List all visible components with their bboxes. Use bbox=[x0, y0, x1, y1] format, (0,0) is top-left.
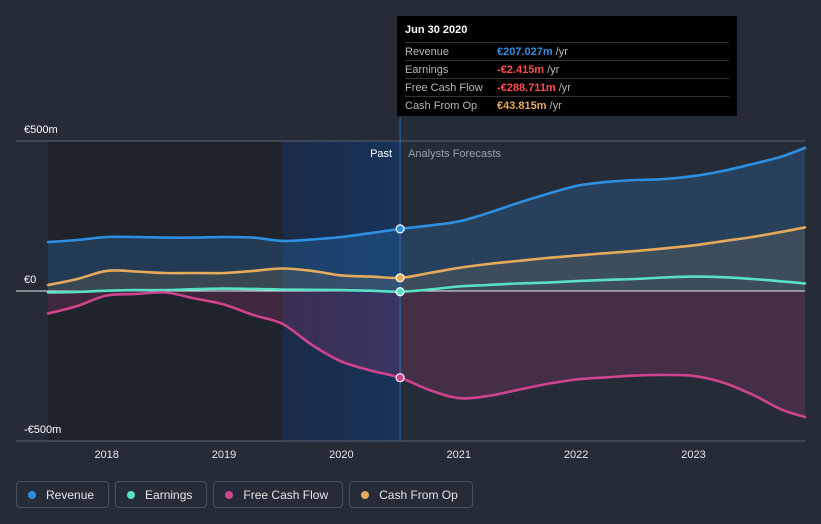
legend-label: Free Cash Flow bbox=[243, 487, 329, 502]
tooltip-row: Cash From Op €43.815m/yr bbox=[405, 96, 729, 114]
tooltip-row-value: -€2.415m bbox=[497, 63, 545, 76]
chart: €500m €0 -€500m 2018 2019 2020 2021 2022 2023 Pas… bbox=[16, 118, 807, 461]
revenue-line bbox=[46, 146, 807, 244]
tooltip-row-label: Cash From Op bbox=[405, 99, 478, 112]
tooltip-row-label: Earnings bbox=[405, 63, 449, 76]
x-tick-label: 2018 bbox=[94, 449, 118, 461]
legend-dot-icon bbox=[361, 490, 370, 499]
tooltip-row-unit: /yr bbox=[558, 81, 571, 94]
cash-from-op-area bbox=[48, 227, 805, 291]
earnings-marker bbox=[395, 287, 405, 297]
cash-from-op-marker bbox=[395, 273, 405, 283]
tooltip-date: Jun 30 2020 bbox=[405, 24, 468, 36]
x-tick-label: 2020 bbox=[329, 449, 353, 461]
legend-label: Cash From Op bbox=[379, 487, 458, 502]
tooltip-row-unit: /yr bbox=[547, 63, 560, 76]
legend-item-free-cash-flow[interactable]: Free Cash Flow bbox=[213, 481, 344, 508]
legend-dot-icon bbox=[225, 490, 234, 499]
past-label: Past bbox=[370, 148, 392, 160]
free-cash-flow-line bbox=[46, 291, 807, 419]
free-cash-flow-marker bbox=[395, 373, 405, 383]
tooltip-row-label: Free Cash Flow bbox=[405, 81, 483, 94]
tooltip-row-value: -€288.711m bbox=[497, 81, 556, 94]
legend-dot-icon bbox=[127, 490, 136, 499]
tooltip-row: Free Cash Flow -€288.711m/yr bbox=[405, 78, 729, 96]
earnings-line bbox=[46, 275, 807, 294]
forecast-label: Analysts Forecasts bbox=[408, 148, 501, 160]
legend-dot-icon bbox=[28, 490, 36, 499]
legend-item-cash-from-op[interactable]: Cash From Op bbox=[349, 481, 473, 508]
revenue-area bbox=[48, 147, 805, 291]
tooltip-row-unit: /yr bbox=[555, 45, 568, 58]
tooltip-row-label: Revenue bbox=[405, 45, 450, 58]
legend-item-revenue[interactable]: Revenue bbox=[16, 481, 110, 508]
x-tick-label: 2019 bbox=[212, 449, 236, 461]
tooltip-row: Earnings -€2.415m/yr bbox=[405, 60, 729, 78]
tooltip-row-value: €207.027m bbox=[497, 45, 553, 58]
y-axis-label: €500m bbox=[24, 124, 58, 136]
x-tick-label: 2023 bbox=[681, 449, 705, 461]
free-cash-flow-area bbox=[48, 291, 805, 417]
revenue-marker bbox=[395, 224, 405, 234]
tooltip-row: Revenue €207.027m/yr bbox=[405, 42, 729, 60]
y-axis-label: -€500m bbox=[24, 424, 61, 436]
cash-from-op-line bbox=[46, 226, 807, 287]
tooltip-row-value: €43.815m bbox=[497, 99, 547, 112]
legend-label: Earnings bbox=[145, 487, 193, 502]
x-tick-label: 2022 bbox=[564, 449, 588, 461]
legend-item-earnings[interactable]: Earnings bbox=[115, 481, 208, 508]
y-axis-label: €0 bbox=[24, 274, 36, 286]
tooltip-row-unit: /yr bbox=[549, 99, 562, 112]
chart-legend: Revenue Earnings Free Cash Flow Cash From O… bbox=[16, 481, 473, 508]
x-tick-label: 2021 bbox=[447, 449, 471, 461]
legend-label: Revenue bbox=[46, 487, 95, 502]
chart-tooltip: Jun 30 2020 Revenue €207.027m/yr Earnings -… bbox=[397, 16, 737, 116]
